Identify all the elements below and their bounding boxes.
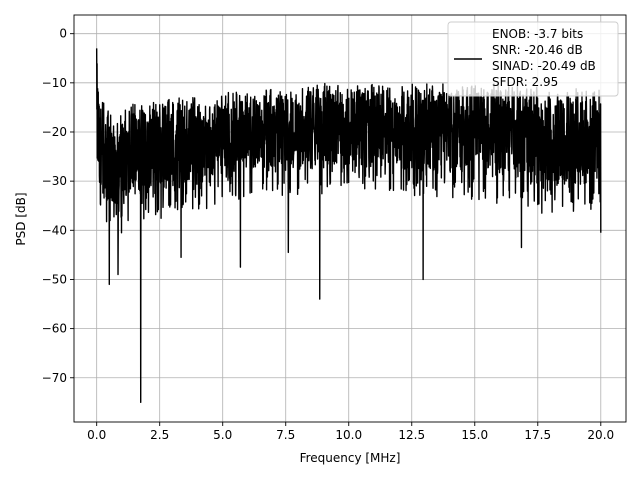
legend-entry-sfdr: SFDR: 2.95 [492,75,558,89]
x-tick-label: 20.0 [587,428,614,442]
x-tick-label: 2.5 [150,428,169,442]
x-tick-label: 5.0 [213,428,232,442]
x-tick-label: 0.0 [87,428,106,442]
x-tick-label: 10.0 [335,428,362,442]
y-tick-label: −20 [42,125,67,139]
y-tick-label: −50 [42,272,67,286]
legend-box [447,21,619,97]
x-tick-label: 12.5 [398,428,425,442]
legend: ENOB: -3.7 bits SNR: -20.46 dB SINAD: -2… [447,21,619,97]
series-layer [95,48,602,404]
x-axis-label: Frequency [MHz] [300,451,401,465]
legend-entry-sinad: SINAD: -20.49 dB [492,59,596,73]
y-tick-label: −70 [42,371,67,385]
y-tick-label: −40 [42,223,67,237]
x-tick-label: 15.0 [461,428,488,442]
x-axis: 0.0 2.5 5.0 7.5 10.0 12.5 15.0 17.5 20.0 [87,422,614,442]
y-axis: 0 −10 −20 −30 −40 −50 −60 −70 [42,27,74,385]
y-tick-label: −10 [42,76,67,90]
legend-entry-snr: SNR: -20.46 dB [492,43,583,57]
y-tick-label: 0 [59,27,67,41]
x-tick-label: 17.5 [524,428,551,442]
plot-frame [73,14,627,423]
legend-entry-enob: ENOB: -3.7 bits [492,27,583,41]
x-tick-label: 7.5 [276,428,295,442]
y-tick-label: −30 [42,174,67,188]
psd-series-line [95,48,602,404]
y-axis-label: PSD [dB] [14,192,28,245]
y-tick-label: −60 [42,322,67,336]
